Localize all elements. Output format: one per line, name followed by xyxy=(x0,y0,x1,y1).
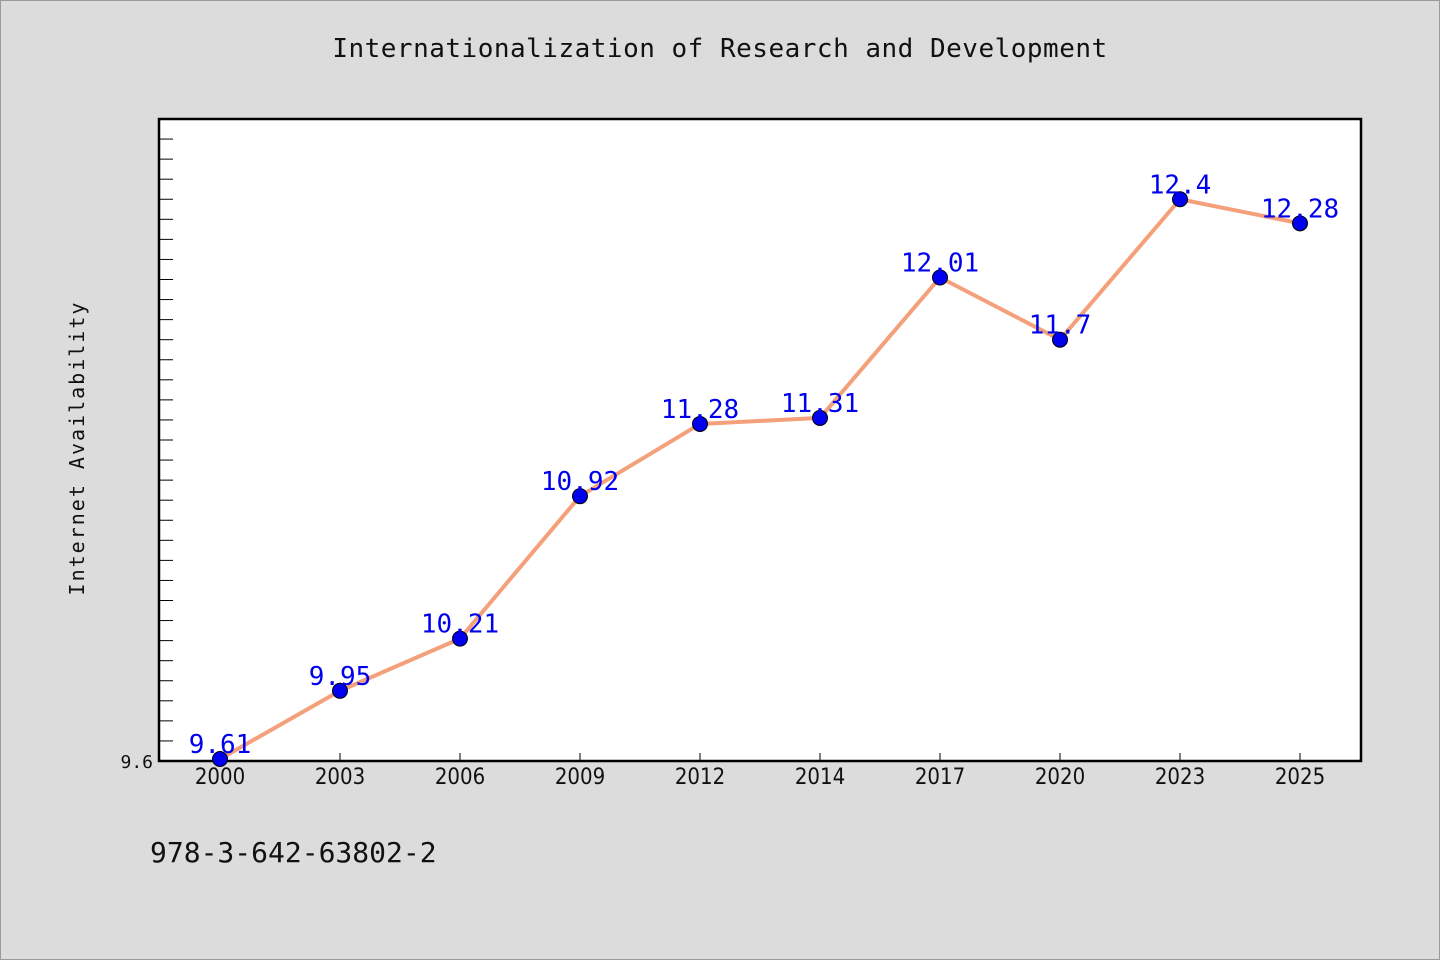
data-point xyxy=(1052,331,1068,348)
x-tick-label: 2003 xyxy=(315,765,365,790)
plot-area xyxy=(157,117,1363,763)
data-point xyxy=(1292,215,1308,232)
data-point xyxy=(572,488,588,505)
data-point xyxy=(212,750,228,767)
data-point xyxy=(692,415,708,432)
data-label: 9.95 xyxy=(309,662,372,692)
y-tick-label: 9.6 xyxy=(120,752,153,773)
series-layer xyxy=(212,191,1308,767)
x-axis-ticks: 2000 2003 2006 2009 2012 2014 2017 2020 2023 2025 xyxy=(195,753,1325,790)
x-tick-label: 2023 xyxy=(1155,765,1205,790)
x-tick-label: 2020 xyxy=(1035,765,1085,790)
series-line xyxy=(219,197,1301,761)
data-label: 11.28 xyxy=(661,395,739,425)
data-label: 10.92 xyxy=(541,467,619,497)
x-tick-label: 2025 xyxy=(1275,765,1325,790)
data-label: 11.31 xyxy=(781,389,859,419)
x-tick-label: 2006 xyxy=(435,765,485,790)
x-tick-label: 2000 xyxy=(195,765,245,790)
x-tick-label: 2017 xyxy=(915,765,965,790)
x-tick-label: 2012 xyxy=(675,765,725,790)
data-label: 9.61 xyxy=(189,730,252,760)
data-point xyxy=(812,409,828,426)
data-label: 12.4 xyxy=(1149,170,1212,200)
data-label: 12.01 xyxy=(901,248,979,278)
data-point xyxy=(452,630,468,647)
data-point xyxy=(332,682,348,699)
data-label: 12.28 xyxy=(1261,194,1339,224)
data-label: 10.21 xyxy=(421,610,499,640)
data-point xyxy=(1172,191,1188,208)
x-tick-label: 2009 xyxy=(555,765,605,790)
data-labels: 9.61 9.95 10.21 10.92 11.28 11.31 12.01 11.7 12.… xyxy=(189,170,1339,760)
data-point xyxy=(932,269,948,286)
chart-title: Internationalization of Research and Dev… xyxy=(332,34,1108,64)
isbn-text: 978-3-642-63802-2 xyxy=(150,836,437,869)
x-tick-label: 2014 xyxy=(795,765,845,790)
y-axis-ticks: 9.6 xyxy=(120,138,173,773)
data-label: 11.7 xyxy=(1029,311,1092,341)
